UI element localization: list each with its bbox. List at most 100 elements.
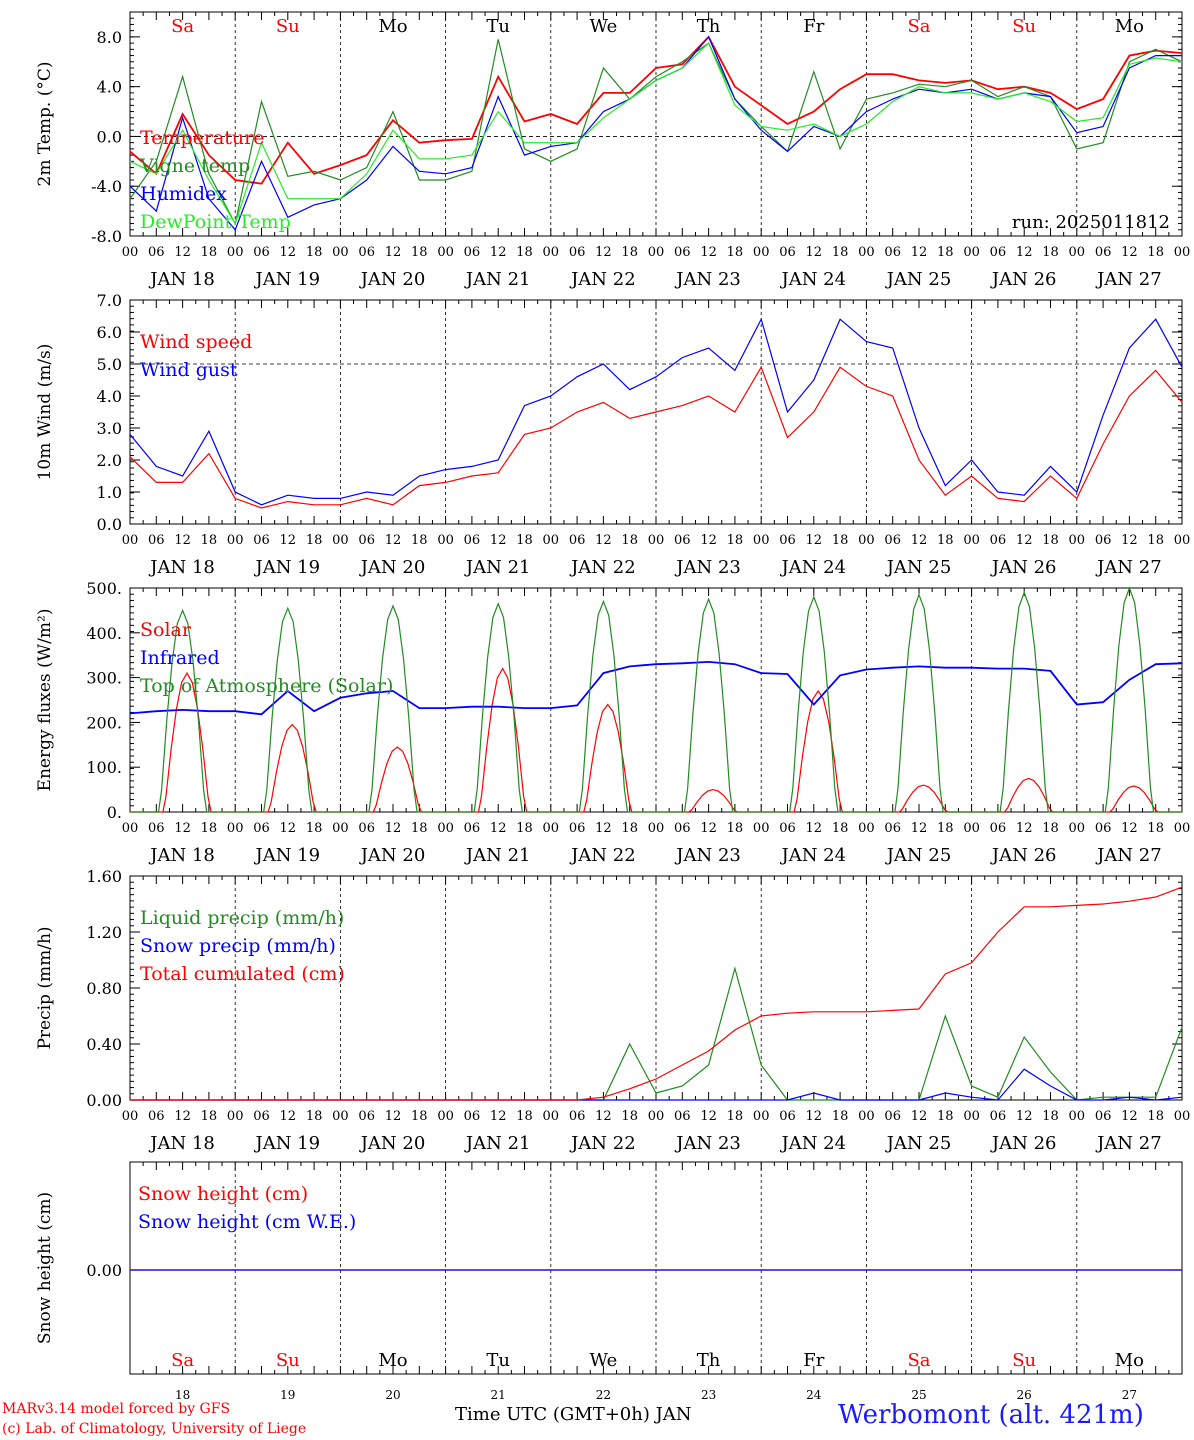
date-label: JAN 24	[780, 845, 847, 866]
weekday-label-bottom: Su	[1012, 1350, 1036, 1371]
hour-tick-label: 06	[884, 533, 901, 548]
hour-tick-label: 12	[385, 821, 402, 836]
hour-tick-label: 00	[1069, 821, 1086, 836]
weekday-label-bottom: Th	[697, 1350, 721, 1371]
y-tick-label: 8.0	[97, 28, 122, 47]
hour-tick-label: 18	[1042, 245, 1059, 260]
legend-entry: Liquid precip (mm/h)	[140, 907, 344, 929]
hour-tick-label: 12	[280, 533, 297, 548]
hour-tick-label: 18	[621, 245, 638, 260]
hour-tick-label: 18	[937, 821, 954, 836]
panel-2	[129, 299, 1183, 525]
weekday-label-top: Th	[697, 16, 721, 37]
hour-tick-label: 12	[1121, 1109, 1138, 1124]
hour-tick-label: 18	[306, 821, 323, 836]
hour-tick-label: 12	[1016, 245, 1033, 260]
hour-tick-label: 12	[174, 821, 191, 836]
hour-tick-label: 00	[332, 245, 349, 260]
hour-tick-label: 00	[1174, 245, 1191, 260]
hour-tick-label: 18	[516, 1109, 533, 1124]
panel-frame	[129, 587, 1183, 813]
date-label: JAN 18	[148, 1133, 215, 1154]
date-label: JAN 20	[359, 1133, 426, 1154]
hour-tick-label: 12	[1121, 821, 1138, 836]
hour-tick-label: 00	[858, 1109, 875, 1124]
legend-entry: Wind gust	[140, 359, 238, 381]
hour-tick-label: 18	[937, 1109, 954, 1124]
hour-tick-label: 00	[122, 1109, 139, 1124]
date-label: JAN 19	[254, 845, 321, 866]
weekday-label-top: Sa	[907, 16, 930, 37]
run-label: run: 2025011812	[1012, 212, 1170, 233]
hour-tick-label: 06	[779, 533, 796, 548]
hour-tick-label: 06	[464, 245, 481, 260]
y-axis-label: Energy fluxes (W/m²)	[35, 609, 55, 792]
hour-tick-label: 12	[700, 533, 717, 548]
hour-tick-label: 12	[385, 533, 402, 548]
hour-tick-label: 00	[227, 821, 244, 836]
hour-tick-label: 12	[280, 821, 297, 836]
date-label: JAN 26	[990, 557, 1057, 578]
hour-tick-label: 00	[437, 821, 454, 836]
hour-tick-label: 06	[1095, 1109, 1112, 1124]
date-label: JAN 22	[569, 557, 636, 578]
legend-entry: Vigne temp	[139, 155, 250, 177]
day-number: 20	[385, 1388, 400, 1402]
y-tick-label: 1.60	[86, 867, 122, 886]
hour-tick-label: 12	[806, 1109, 823, 1124]
hour-tick-label: 12	[174, 533, 191, 548]
hour-tick-label: 06	[1095, 821, 1112, 836]
date-label: JAN 19	[254, 557, 321, 578]
hour-tick-label: 00	[437, 533, 454, 548]
hour-tick-label: 12	[911, 1109, 928, 1124]
hour-tick-label: 12	[911, 245, 928, 260]
hour-tick-label: 12	[806, 533, 823, 548]
weekday-label-top: Su	[276, 16, 300, 37]
hour-tick-label: 00	[227, 533, 244, 548]
date-label: JAN 27	[1095, 1133, 1162, 1154]
date-label: JAN 21	[464, 1133, 531, 1154]
hour-tick-label: 00	[122, 533, 139, 548]
y-tick-label: 2.0	[97, 451, 122, 470]
hour-tick-label: 18	[832, 1109, 849, 1124]
y-axis-label: 2m Temp. (°C)	[35, 61, 55, 186]
date-label: JAN 23	[674, 557, 741, 578]
hour-tick-label: 12	[490, 1109, 507, 1124]
hour-tick-label: 06	[569, 1109, 586, 1124]
hour-tick-label: 06	[569, 821, 586, 836]
hour-tick-label: 18	[1042, 533, 1059, 548]
hour-tick-label: 06	[569, 533, 586, 548]
hour-tick-label: 00	[332, 1109, 349, 1124]
hour-tick-label: 06	[779, 245, 796, 260]
hour-tick-label: 00	[332, 821, 349, 836]
date-label: JAN 23	[674, 269, 741, 290]
hour-tick-label: 00	[648, 245, 665, 260]
legend-entry: Snow height (cm W.E.)	[138, 1211, 356, 1233]
panel-5	[129, 1161, 1183, 1375]
hour-tick-label: 06	[358, 245, 375, 260]
day-number: 19	[280, 1388, 295, 1402]
hour-tick-label: 18	[201, 821, 218, 836]
hour-tick-label: 06	[464, 533, 481, 548]
hour-tick-label: 00	[543, 821, 560, 836]
hour-tick-label: 18	[1147, 245, 1164, 260]
y-tick-label: 1.0	[97, 483, 122, 502]
hour-tick-label: 06	[358, 821, 375, 836]
hour-tick-label: 06	[990, 1109, 1007, 1124]
hour-tick-label: 06	[1095, 245, 1112, 260]
hour-tick-label: 12	[1016, 1109, 1033, 1124]
hour-tick-label: 18	[621, 533, 638, 548]
hour-tick-label: 00	[753, 533, 770, 548]
hour-tick-label: 00	[122, 245, 139, 260]
hour-tick-label: 00	[858, 533, 875, 548]
weekday-label-top: Sa	[171, 16, 194, 37]
hour-tick-label: 12	[700, 245, 717, 260]
hour-tick-label: 06	[464, 1109, 481, 1124]
hour-tick-label: 00	[753, 245, 770, 260]
weekday-label-bottom: Su	[276, 1350, 300, 1371]
legend-entry: Temperature	[140, 127, 264, 149]
legend-entry: Wind speed	[140, 331, 252, 353]
hour-tick-label: 06	[253, 245, 270, 260]
hour-tick-label: 18	[727, 533, 744, 548]
y-axis-label: 10m Wind (m/s)	[35, 344, 55, 481]
